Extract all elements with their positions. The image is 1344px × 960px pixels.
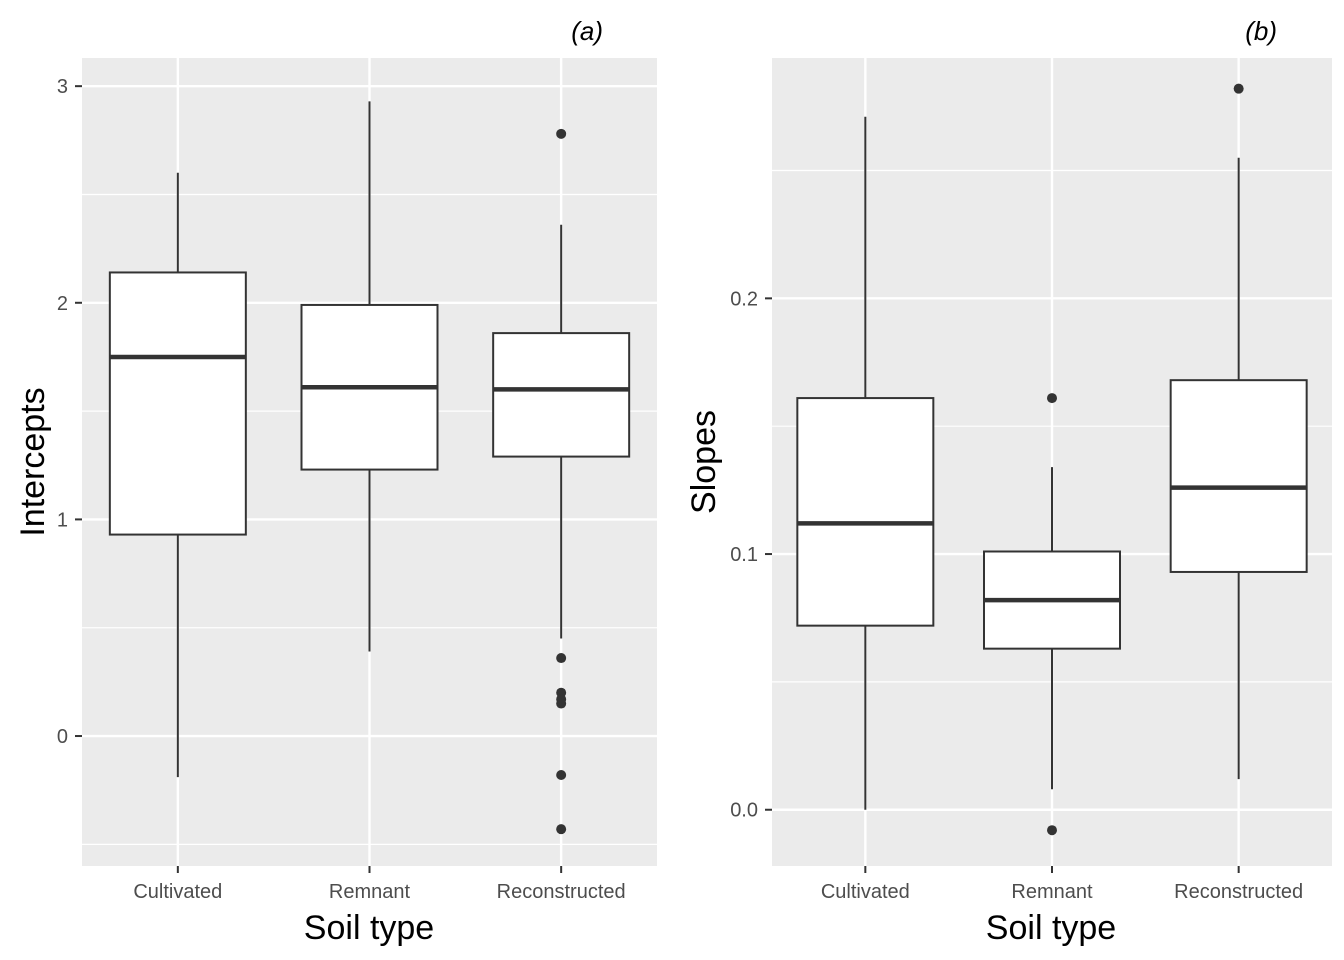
y-axis-title: Slopes: [685, 410, 723, 514]
outlier-point: [556, 653, 567, 664]
y-tick-label: 0.0: [730, 800, 758, 822]
y-tick-label: 0.1: [730, 544, 758, 566]
x-tick-label: Remnant: [1011, 881, 1093, 903]
x-tick-label: Cultivated: [133, 881, 222, 903]
outlier-point: [556, 770, 567, 781]
box-iqr: [796, 397, 935, 627]
panel-label: (a): [571, 16, 603, 46]
y-tick-label: 0: [57, 726, 68, 748]
x-tick-label: Cultivated: [821, 881, 910, 903]
x-tick-label: Reconstructed: [1174, 881, 1303, 903]
y-tick-label: 2: [57, 293, 68, 315]
outlier-point: [556, 128, 567, 139]
y-tick-label: 3: [57, 76, 68, 98]
x-tick-label: Reconstructed: [497, 881, 626, 903]
outlier-point: [1047, 393, 1057, 404]
x-axis-title: Soil type: [986, 909, 1116, 947]
outlier-point: [1047, 825, 1057, 836]
panel-label: (b): [1245, 16, 1277, 46]
box-iqr: [108, 271, 247, 536]
x-axis-title: Soil type: [304, 909, 434, 947]
outlier-point: [556, 824, 567, 835]
y-tick-label: 1: [57, 509, 68, 531]
box-iqr: [492, 332, 631, 458]
x-tick-label: Remnant: [329, 881, 411, 903]
y-tick-label: 0.2: [730, 288, 758, 310]
box-iqr: [1169, 379, 1308, 573]
y-axis-title: Intercepts: [14, 387, 52, 536]
outlier-point: [556, 698, 567, 709]
outlier-point: [1233, 83, 1244, 94]
